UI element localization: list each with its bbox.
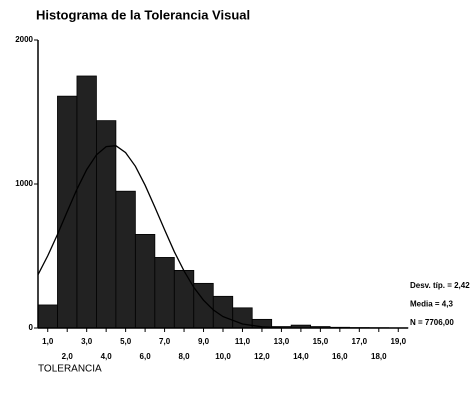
x-tick-label: 14,0 <box>293 352 309 361</box>
x-tick-label: 19,0 <box>390 337 406 346</box>
y-tick-label: 2000 <box>15 35 33 44</box>
chart-title: Histograma de la Tolerancia Visual <box>36 7 250 22</box>
bar <box>37 304 58 329</box>
x-tick-label: 11,0 <box>235 337 251 346</box>
x-tick-label: 17,0 <box>352 337 368 346</box>
bar <box>76 75 97 329</box>
x-tick-label: 8,0 <box>178 352 190 361</box>
bar <box>154 257 175 329</box>
stat-label: Desv. típ. = 2,42 <box>410 281 470 290</box>
x-tick-label: 9,0 <box>198 337 210 346</box>
x-tick-label: 3,0 <box>81 337 93 346</box>
x-tick-label: 16,0 <box>332 352 348 361</box>
bar <box>115 190 136 329</box>
x-axis-label: TOLERANCIA <box>38 364 102 375</box>
x-tick-label: 7,0 <box>159 337 171 346</box>
x-tick-label: 18,0 <box>371 352 387 361</box>
bar <box>173 269 195 329</box>
x-tick-label: 1,0 <box>42 337 54 346</box>
x-tick-label: 15,0 <box>313 337 329 346</box>
x-tick-label: 6,0 <box>140 352 152 361</box>
y-tick-label: 1000 <box>15 179 33 188</box>
bar <box>134 233 156 329</box>
x-tick-label: 10,0 <box>215 352 231 361</box>
x-tick-label: 2,0 <box>62 352 74 361</box>
stat-label: Media = 4,3 <box>410 300 453 309</box>
x-tick-label: 4,0 <box>101 352 113 361</box>
normal-curve <box>37 145 282 329</box>
x-tick-label: 5,0 <box>120 337 132 346</box>
x-tick-label: 12,0 <box>254 352 270 361</box>
x-tick-label: 13,0 <box>274 337 290 346</box>
stat-label: N = 7706,00 <box>410 318 454 327</box>
bar <box>193 282 214 329</box>
y-tick-label: 0 <box>29 323 34 332</box>
